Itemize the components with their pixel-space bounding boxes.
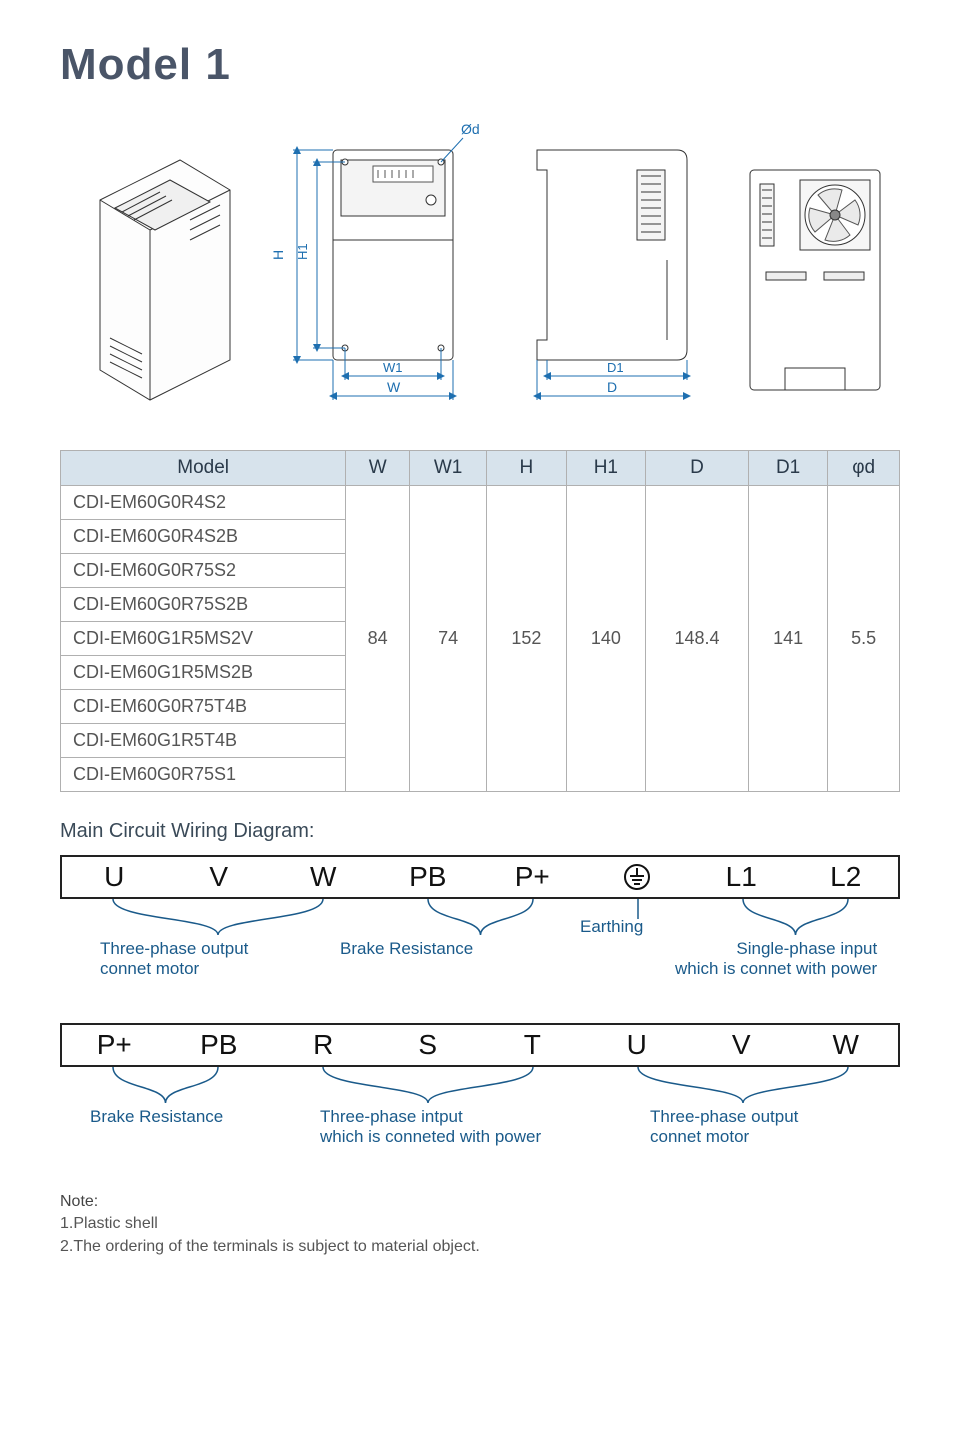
terminal-cell: P+ [62,1025,167,1065]
callout-leader [317,1067,539,1109]
col-w: W [346,451,410,486]
callout-text: Single-phase inputwhich is connet with p… [675,939,877,978]
terminal-cell: P+ [480,857,585,897]
value-cell: 74 [410,486,487,792]
terminal-cell: W [794,1025,899,1065]
callout-text: Earthing [580,917,643,937]
table-row: CDI-EM60G0R4S28474152140148.41415.5 [61,486,900,520]
model-cell: CDI-EM60G0R75T4B [61,690,346,724]
value-cell: 140 [566,486,645,792]
model-cell: CDI-EM60G1R5MS2B [61,656,346,690]
callout-leader [107,1067,224,1109]
dim-label-d: D [607,379,617,395]
terminal-cell: PB [167,1025,272,1065]
col-phid: φd [828,451,900,486]
earth-icon [623,863,651,891]
col-h1: H1 [566,451,645,486]
model-cell: CDI-EM60G0R4S2B [61,520,346,554]
terminal-cell: L2 [794,857,899,897]
value-cell: 84 [346,486,410,792]
callout-text: Brake Resistance [340,939,473,959]
col-model: Model [61,451,346,486]
dim-label-h: H [270,250,286,260]
notes: Note: 1.Plastic shell 2.The ordering of … [60,1191,900,1258]
callout-leader [632,1067,854,1109]
dim-label-w1: W1 [383,360,403,375]
terminal-cell: V [167,857,272,897]
side-dimension-view: D1 D [507,120,717,410]
terminal-cell: V [689,1025,794,1065]
dim-label-d1: D1 [607,360,624,375]
front-dimension-view: Ød H H1 [263,120,493,410]
model-cell: CDI-EM60G0R75S2 [61,554,346,588]
model-cell: CDI-EM60G0R75S1 [61,758,346,792]
callout-leader [422,899,539,941]
terminal-cell: T [480,1025,585,1065]
dim-label-h1: H1 [295,243,310,260]
rear-view [730,150,900,410]
callout-text: Three-phase intputwhich is conneted with… [320,1107,541,1146]
wiring-heading: Main Circuit Wiring Diagram: [60,820,900,843]
callout-text: Three-phase outputconnet motor [650,1107,798,1146]
value-cell: 141 [748,486,827,792]
dimension-drawings: Ød H H1 [60,120,900,410]
col-h: H [487,451,566,486]
notes-heading: Note: [60,1191,900,1213]
terminal-cell: R [271,1025,376,1065]
terminal-cell: W [271,857,376,897]
terminal-strip-2: P+PBRSTUVW Brake Resistance Three-phase i… [60,1023,900,1157]
callout-leader [737,899,854,941]
model-cell: CDI-EM60G1R5MS2V [61,622,346,656]
callout-text: Three-phase outputconnet motor [100,939,248,978]
note-item: 1.Plastic shell [60,1213,900,1235]
terminal-strip-1: UVWPBP+ L1L2 Three-phase outputconnet mo… [60,855,900,989]
note-item: 2.The ordering of the terminals is subje… [60,1236,900,1258]
model-cell: CDI-EM60G0R75S2B [61,588,346,622]
terminal-cell: U [62,857,167,897]
value-cell: 152 [487,486,566,792]
table-header-row: Model W W1 H H1 D D1 φd [61,451,900,486]
value-cell: 148.4 [646,486,749,792]
col-d1: D1 [748,451,827,486]
model-cell: CDI-EM60G0R4S2 [61,486,346,520]
dim-label-w: W [387,379,401,395]
spec-table: Model W W1 H H1 D D1 φd CDI-EM60G0R4S284… [60,450,900,792]
page-title: Model 1 [60,40,900,90]
dim-label-od: Ød [461,121,480,137]
callout-text: Brake Resistance [90,1107,223,1127]
model-cell: CDI-EM60G1R5T4B [61,724,346,758]
terminal-cell [585,857,690,897]
col-d: D [646,451,749,486]
col-w1: W1 [410,451,487,486]
value-cell: 5.5 [828,486,900,792]
product-iso-view [60,130,250,410]
terminal-cell: PB [376,857,481,897]
callout-leader [107,899,329,941]
terminal-cell: S [376,1025,481,1065]
terminal-cell: L1 [689,857,794,897]
terminal-cell: U [585,1025,690,1065]
